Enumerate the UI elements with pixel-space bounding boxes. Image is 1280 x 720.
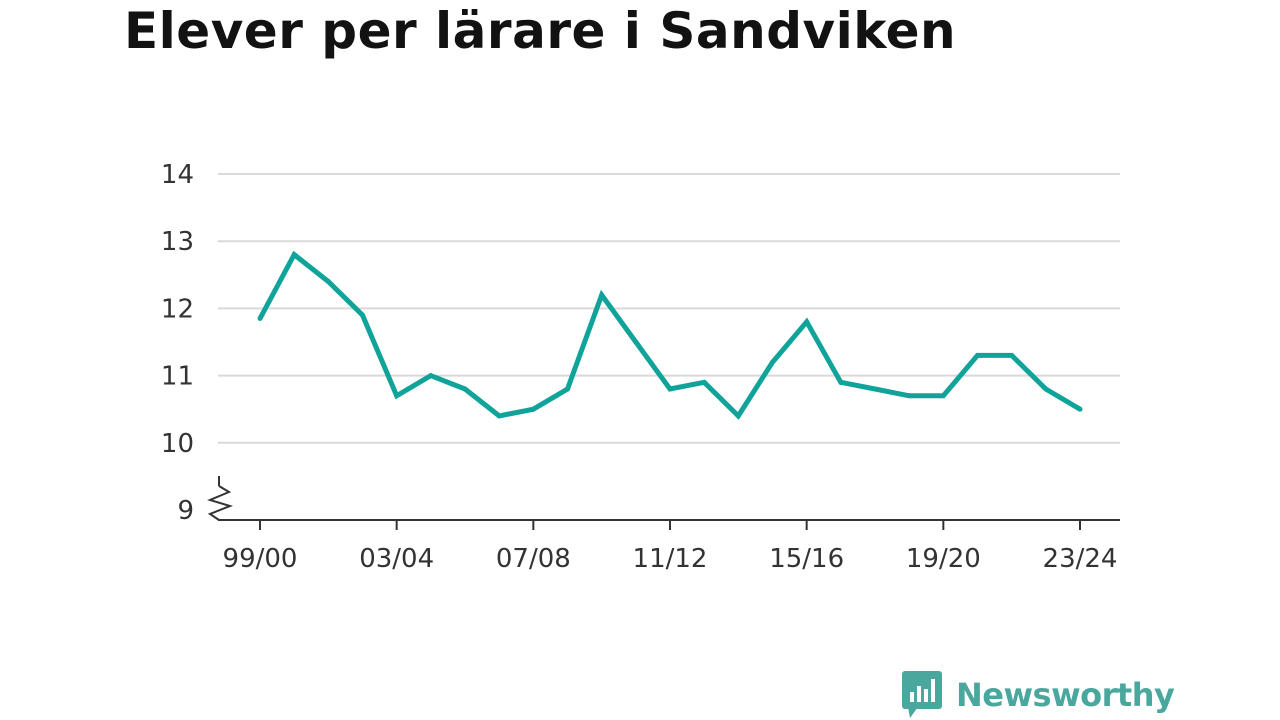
data-point: [1077, 406, 1083, 412]
series-layer: [257, 250, 1083, 420]
data-point: [530, 406, 536, 412]
data-point: [325, 279, 331, 285]
x-tick-label: 11/12: [633, 544, 708, 574]
data-point: [633, 339, 639, 345]
x-tick-label: 07/08: [496, 544, 571, 574]
data-point: [906, 393, 912, 399]
data-point: [428, 373, 434, 379]
gridlines: [218, 173, 1120, 444]
x-tick-label: 15/16: [769, 544, 844, 574]
data-point: [940, 393, 946, 399]
y-tick-label: 13: [161, 227, 194, 257]
data-point: [291, 252, 297, 258]
data-point: [394, 393, 400, 399]
y-tick-label: 14: [161, 160, 194, 190]
data-point: [804, 319, 810, 325]
data-point: [872, 386, 878, 392]
y-tick-label: 12: [161, 294, 194, 324]
data-point: [770, 359, 775, 365]
chart-title: Elever per lärare i Sandviken: [124, 2, 957, 60]
data-point: [1009, 352, 1015, 358]
data-point: [360, 312, 365, 318]
x-tick-label: 23/24: [1043, 544, 1118, 574]
data-point: [599, 292, 605, 298]
data-point: [838, 379, 844, 385]
data-point: [496, 413, 502, 419]
data-point: [701, 379, 707, 385]
axis-break-icon: [207, 485, 234, 521]
data-point: [667, 386, 673, 392]
y-tick-label: 11: [161, 362, 194, 392]
data-point: [565, 386, 570, 392]
data-point: [257, 315, 263, 321]
x-tick-label: 19/20: [906, 544, 981, 574]
axes: 9 10 11 12 13 14 99/00 03/04 07/08 11/12 15/16 19/2…: [161, 160, 1120, 574]
brand-name: Newsworthy: [956, 676, 1175, 714]
x-tick-label: 99/00: [223, 544, 298, 574]
data-point: [462, 386, 468, 392]
x-tick-label: 03/04: [359, 544, 434, 574]
brand-logo: Newsworthy: [902, 670, 1175, 720]
data-point: [735, 413, 741, 419]
data-point: [975, 352, 980, 358]
y-tick-label: 10: [161, 429, 194, 459]
series-line: [257, 250, 1082, 420]
data-point: [1043, 386, 1049, 392]
bar-chart-speech-bubble-icon: [902, 671, 942, 718]
y-tick-label: 9: [177, 496, 194, 526]
